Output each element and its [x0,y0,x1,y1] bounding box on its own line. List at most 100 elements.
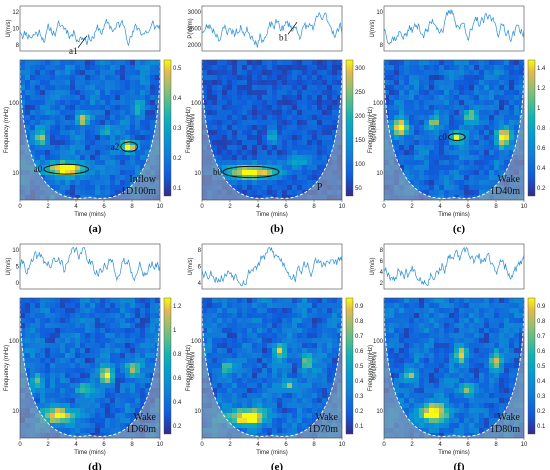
heatmap-cell [262,170,268,176]
heatmap-cell [40,308,46,314]
heatmap-cell [499,368,505,374]
heatmap-cell [454,165,460,171]
heatmap-cell [140,333,146,339]
heatmap-cell [287,170,293,176]
heatmap-cell [389,115,395,121]
heatmap-cell [60,358,66,364]
heatmap-cell [262,150,268,156]
heatmap-cell [232,145,238,151]
heatmap-cell [454,160,460,166]
heatmap-cell [399,368,405,374]
heatmap-cell [399,403,405,409]
heatmap-cell [75,318,81,324]
heatmap-cell [242,90,248,96]
heatmap-cell [464,433,470,438]
heatmap-cell [419,298,425,304]
heatmap-cell [85,323,91,329]
x-tick-label: 2 [46,204,50,210]
colorbar [527,297,536,435]
heatmap-cell [439,145,445,151]
heatmap-cell [85,388,91,394]
heatmap-cell [247,398,253,404]
heatmap-cell [302,80,308,86]
heatmap-cell [80,378,86,384]
heatmap-cell [444,130,450,136]
heatmap-cell [242,85,248,91]
heatmap-cell [459,125,465,131]
heatmap-cell [307,160,313,166]
heatmap-cell [267,180,273,186]
heatmap-cell [307,408,313,414]
heatmap-cell [145,120,151,126]
heatmap-cell [25,318,31,324]
heatmap-cell [257,358,263,364]
heatmap-cell [287,428,293,434]
heatmap-cell [444,135,450,141]
heatmap-cell [277,170,283,176]
heatmap-cell [494,115,500,121]
heatmap-cell [282,358,288,364]
heatmap-cell [449,85,455,91]
heatmap-cell [509,353,515,359]
heatmap-cell [50,110,56,116]
heatmap-cell [95,328,101,334]
heatmap-cell [125,363,131,369]
scalogram-ytick: 10 [194,171,201,177]
heatmap-cell [267,353,273,359]
heatmap-cell [409,60,415,66]
heatmap-cell [414,60,420,66]
signal-frame [383,5,525,52]
heatmap-cell [70,318,76,324]
heatmap-cell [30,80,36,86]
heatmap-cell [464,358,470,364]
heatmap-cell [464,75,470,81]
heatmap-cell [277,140,283,146]
heatmap-cell [130,358,136,364]
heatmap-cell [80,418,86,424]
heatmap-cell [85,140,91,146]
heatmap-cell [100,85,106,91]
heatmap-cell [100,398,106,404]
heatmap-cell [474,110,480,116]
heatmap-cell [302,318,308,324]
heatmap-cell [332,348,338,354]
heatmap-cell [434,190,440,196]
heatmap-cell [105,145,111,151]
heatmap-cell [40,398,46,404]
heatmap-cell [45,363,51,369]
heatmap-cell [105,110,111,116]
heatmap-cell [292,343,298,349]
heatmap-cell [464,353,470,359]
heatmap-cell [232,135,238,141]
heatmap-cell [439,160,445,166]
heatmap-cell [65,140,71,146]
heatmap-cell [414,303,420,309]
heatmap-cell [65,368,71,374]
heatmap-cell [150,100,156,106]
heatmap-cell [252,115,258,121]
heatmap-cell [222,373,228,379]
heatmap-cell [227,175,233,181]
heatmap-cell [262,105,268,111]
heatmap-cell [55,353,61,359]
heatmap-cell [130,363,136,369]
heatmap-cell [252,373,258,379]
heatmap-cell [409,125,415,131]
heatmap-cell [252,403,258,409]
heatmap-cell [459,140,465,146]
heatmap-cell [489,298,495,304]
heatmap-cell [439,318,445,324]
heatmap-cell [327,80,333,86]
heatmap-cell [212,358,218,364]
heatmap-cell [444,323,450,329]
heatmap-cell [449,323,455,329]
heatmap-cell [252,95,258,101]
heatmap-cell [404,140,410,146]
heatmap-cell [287,125,293,131]
heatmap-cell [337,308,342,314]
heatmap-cell [262,85,268,91]
heatmap-cell [232,308,238,314]
heatmap-cell [389,130,395,136]
heatmap-cell [70,90,76,96]
heatmap-cell [272,170,278,176]
